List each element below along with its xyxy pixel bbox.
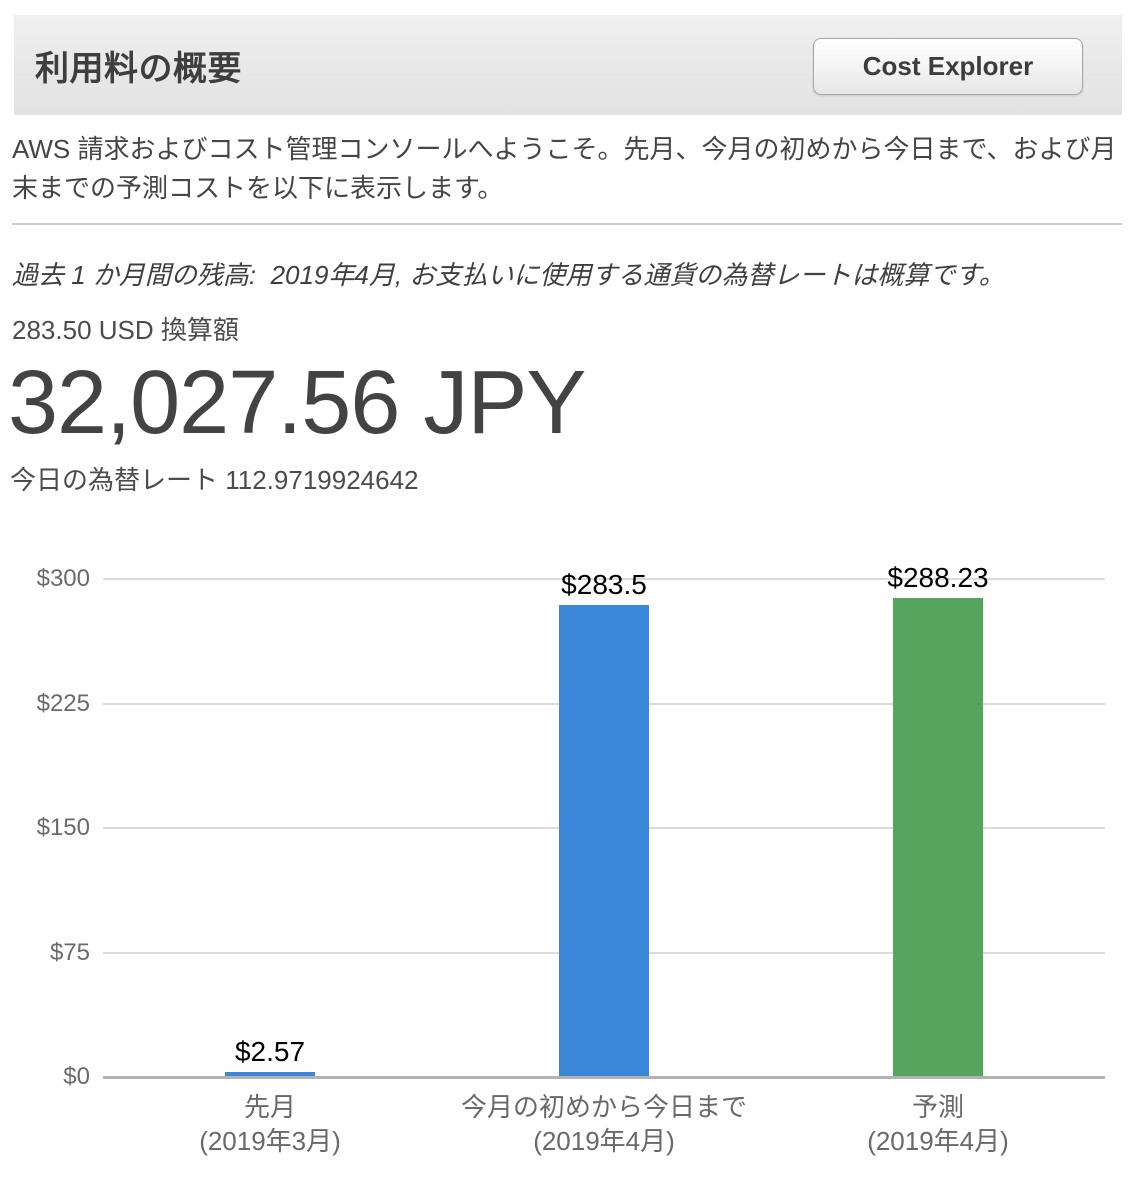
bar[interactable] <box>225 1072 315 1076</box>
y-axis-label: $150 <box>36 814 90 841</box>
x-axis-label: 予測 (2019年4月) <box>758 1090 1118 1158</box>
y-axis-label: $75 <box>49 939 90 966</box>
x-axis-label: 今月の初めから今日まで (2019年4月) <box>424 1090 784 1158</box>
cost-explorer-button[interactable]: Cost Explorer <box>813 38 1083 95</box>
welcome-text: AWS 請求およびコスト管理コンソールへようこそ。先月、今月の初めから今日まで、… <box>12 134 1117 203</box>
usage-summary-header: 利用料の概要 Cost Explorer <box>14 15 1122 115</box>
converted-usd-amount: 283.50 USD 換算額 <box>12 315 239 345</box>
x-axis-label-line: 今月の初めから今日まで <box>460 1092 747 1122</box>
x-axis-label-line: (2019年3月) <box>199 1126 341 1156</box>
bar-value-label: $283.5 <box>561 569 647 600</box>
bar-value-label: $2.57 <box>234 1036 306 1067</box>
y-axis-label: $0 <box>63 1063 90 1090</box>
bar-value-label: $288.23 <box>887 562 989 593</box>
bar[interactable] <box>559 605 649 1076</box>
x-axis-label-line: (2019年4月) <box>533 1126 675 1156</box>
x-axis-label-line: 予測 <box>911 1092 964 1122</box>
bar[interactable] <box>893 598 983 1076</box>
balance-note: 過去 1 か月間の残高: 2019年4月, お支払いに使用する通貨の為替レートは… <box>12 260 1005 290</box>
jpy-total-amount: 32,027.56 JPY <box>8 353 586 453</box>
x-axis-label-line: (2019年4月) <box>867 1126 1009 1156</box>
x-axis-line <box>103 1076 1105 1079</box>
page-title: 利用料の概要 <box>35 49 242 88</box>
gridline <box>103 578 1105 580</box>
x-axis-label-line: 先月 <box>243 1092 296 1122</box>
x-axis-label: 先月 (2019年3月) <box>90 1090 450 1158</box>
section-divider <box>12 223 1122 225</box>
exchange-rate-text: 今日の為替レート 112.9719924642 <box>10 465 419 495</box>
y-axis-label: $225 <box>36 690 90 717</box>
y-axis-label: $300 <box>36 565 90 592</box>
